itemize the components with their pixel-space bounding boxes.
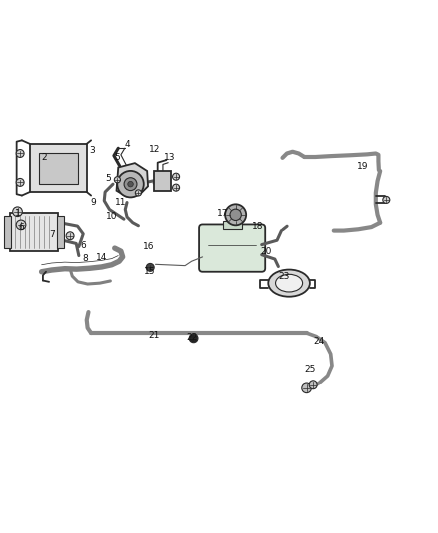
Text: 14: 14: [96, 253, 107, 262]
Text: 25: 25: [304, 365, 316, 374]
Text: 7: 7: [49, 230, 55, 239]
Text: 8: 8: [82, 254, 88, 263]
Text: 1: 1: [14, 209, 21, 219]
Text: 2: 2: [41, 152, 46, 161]
Text: 20: 20: [261, 247, 272, 256]
Circle shape: [135, 190, 141, 196]
Circle shape: [383, 197, 390, 204]
Circle shape: [16, 150, 24, 157]
Circle shape: [16, 220, 26, 230]
Text: 11: 11: [115, 198, 126, 207]
Text: 15: 15: [144, 267, 155, 276]
Circle shape: [173, 173, 180, 180]
Polygon shape: [117, 163, 148, 197]
Text: 5: 5: [106, 174, 112, 183]
Bar: [154, 171, 171, 191]
Circle shape: [114, 177, 120, 183]
Circle shape: [16, 179, 24, 187]
Bar: [10, 213, 58, 251]
Text: 22: 22: [186, 333, 198, 342]
Text: 5: 5: [114, 154, 120, 163]
Text: 6: 6: [18, 223, 24, 231]
Ellipse shape: [276, 274, 303, 292]
Circle shape: [124, 177, 137, 191]
Circle shape: [225, 204, 246, 225]
Bar: [4, 216, 11, 248]
Text: 17: 17: [217, 209, 228, 219]
Circle shape: [117, 171, 144, 197]
Text: 21: 21: [148, 331, 160, 340]
Text: 10: 10: [106, 212, 117, 221]
Ellipse shape: [268, 270, 310, 297]
Bar: [39, 152, 78, 184]
Text: 12: 12: [148, 144, 160, 154]
Circle shape: [146, 263, 154, 271]
Text: 23: 23: [278, 272, 290, 281]
Text: 24: 24: [313, 337, 325, 346]
Circle shape: [13, 207, 22, 216]
Bar: [30, 144, 87, 192]
Bar: [223, 221, 242, 229]
Text: 4: 4: [124, 140, 130, 149]
Circle shape: [189, 334, 198, 343]
Text: 9: 9: [90, 198, 96, 207]
Circle shape: [230, 209, 241, 221]
Text: 6: 6: [80, 241, 86, 250]
FancyBboxPatch shape: [199, 224, 265, 272]
Circle shape: [173, 184, 180, 191]
Circle shape: [302, 383, 311, 393]
Text: 18: 18: [252, 222, 263, 231]
Text: 3: 3: [89, 146, 95, 155]
Circle shape: [309, 381, 317, 389]
Bar: [57, 216, 64, 248]
Text: 13: 13: [164, 152, 176, 161]
Circle shape: [128, 181, 133, 187]
Circle shape: [66, 232, 74, 240]
Text: 19: 19: [357, 162, 368, 171]
Text: 16: 16: [143, 243, 155, 251]
